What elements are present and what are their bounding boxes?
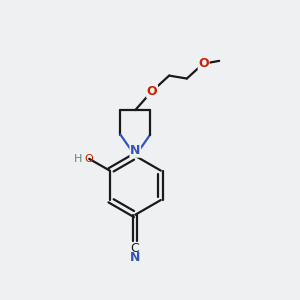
Text: N: N xyxy=(130,144,140,157)
Text: O: O xyxy=(85,154,94,164)
Text: H: H xyxy=(74,154,82,164)
Text: O: O xyxy=(147,85,158,98)
Text: N: N xyxy=(130,251,140,264)
Text: O: O xyxy=(198,57,209,70)
Text: C: C xyxy=(130,242,139,255)
